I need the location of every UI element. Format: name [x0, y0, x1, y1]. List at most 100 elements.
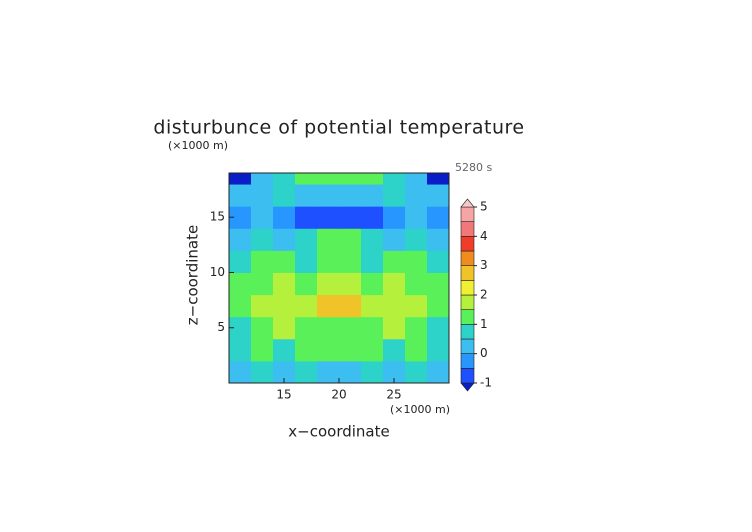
field-cell [229, 228, 252, 251]
field-cell [273, 360, 296, 383]
colorbar-segment [460, 353, 475, 369]
field-cell [427, 360, 449, 383]
field-cell [273, 338, 296, 362]
field-cell [383, 272, 406, 296]
field-cell [229, 173, 252, 185]
field-cell [251, 360, 274, 383]
colorbar-over [460, 198, 475, 208]
field-cell [273, 316, 296, 340]
field-cell [229, 316, 252, 340]
field-cell [427, 184, 449, 207]
field-cell [295, 338, 318, 362]
field-cell [229, 338, 252, 362]
field-cell [361, 316, 384, 340]
y-axis-label: z−coordinate [184, 225, 202, 325]
field-cell [317, 338, 340, 362]
field-cell [427, 250, 449, 273]
field-cell [361, 360, 384, 383]
field-cell [295, 173, 318, 185]
field-cell [295, 228, 318, 251]
field-cell [339, 272, 362, 296]
field-cell [361, 272, 384, 296]
field-cell [317, 228, 340, 251]
field-cell [273, 272, 296, 296]
field-cell [229, 272, 252, 296]
colorbar-segment [460, 206, 475, 222]
field-cell [405, 250, 428, 273]
contour-field [229, 173, 449, 383]
field-cell [405, 184, 428, 207]
x-tick-label: 15 [276, 388, 291, 402]
field-cell [339, 338, 362, 362]
field-cell [295, 360, 318, 383]
y-tick-label: 15 [210, 210, 225, 224]
field-cell [339, 294, 362, 318]
field-cell [383, 184, 406, 207]
field-cell [383, 250, 406, 273]
field-cell [229, 250, 252, 273]
field-cell [339, 206, 362, 229]
colorbar-tick-label: 1 [480, 317, 488, 331]
field-cell [405, 228, 428, 251]
field-cell [251, 184, 274, 207]
field-cell [251, 338, 274, 362]
field-cell [427, 173, 449, 185]
field-cell [361, 294, 384, 318]
field-cell [251, 228, 274, 251]
field-cell [229, 360, 252, 383]
colorbar-under [460, 382, 475, 392]
field-cell [317, 316, 340, 340]
field-cell [427, 272, 449, 296]
field-cell [383, 294, 406, 318]
field-cell [273, 228, 296, 251]
field-cell [295, 250, 318, 273]
field-cell [251, 294, 274, 318]
colorbar-segment [460, 236, 475, 252]
field-cell [251, 206, 274, 229]
colorbar-segment [460, 309, 475, 325]
field-cell [339, 316, 362, 340]
field-cell [295, 272, 318, 296]
field-cell [361, 173, 384, 185]
field-cell [229, 184, 252, 207]
field-cell [405, 338, 428, 362]
chart-title: disturbunce of potential temperature [153, 117, 524, 139]
field-cell [427, 294, 449, 318]
field-cell [317, 250, 340, 273]
field-cell [405, 294, 428, 318]
field-cell [383, 173, 406, 185]
field-cell [361, 184, 384, 207]
field-cell [339, 173, 362, 185]
colorbar-tick-label: 3 [480, 258, 488, 272]
field-cell [317, 294, 340, 318]
field-cell [383, 228, 406, 251]
field-cell [273, 294, 296, 318]
field-cell [317, 272, 340, 296]
field-cell [405, 360, 428, 383]
colorbar-segment [460, 338, 475, 354]
field-cell [427, 206, 449, 229]
field-cell [251, 250, 274, 273]
field-cell [361, 338, 384, 362]
field-cell [427, 338, 449, 362]
field-cell [405, 316, 428, 340]
x-tick-label: 20 [331, 388, 346, 402]
field-cell [405, 173, 428, 185]
colorbar-segment [460, 368, 475, 384]
field-cell [317, 173, 340, 185]
field-cell [317, 360, 340, 383]
field-cell [405, 206, 428, 229]
colorbar-segment [460, 280, 475, 296]
field-cell [295, 206, 318, 229]
field-cell [339, 250, 362, 273]
field-cell [251, 173, 274, 185]
field-cell [339, 360, 362, 383]
y-unit-label: (×1000 m) [168, 139, 228, 152]
field-cell [251, 272, 274, 296]
field-cell [273, 206, 296, 229]
colorbar-segment [460, 265, 475, 281]
colorbar-tick-label: 0 [480, 346, 488, 360]
field-cell [361, 228, 384, 251]
field-cell [251, 316, 274, 340]
